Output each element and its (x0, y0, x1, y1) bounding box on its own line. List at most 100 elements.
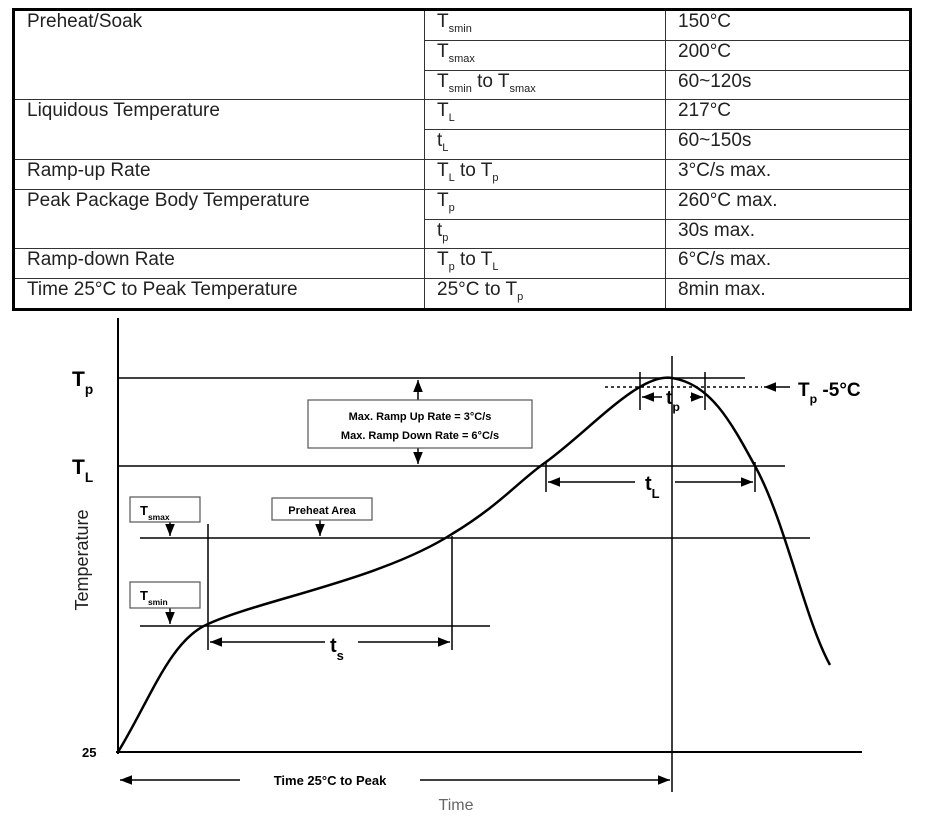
value-cell: 30s max. (665, 218, 911, 249)
value-cell: 60~150s (665, 129, 911, 160)
parameter-cell: Ramp-down Rate (13, 248, 425, 279)
subscript: smin (148, 597, 168, 607)
parameter-cell: Preheat/Soak (13, 8, 425, 100)
subscript: L (442, 141, 449, 154)
text-part: T (437, 11, 449, 32)
preheat-label: Preheat Area (288, 505, 356, 517)
subscript: p (448, 201, 455, 214)
table-row: Peak Package Body Temperature Tp 260°C max… (13, 188, 911, 249)
table-row: Time 25°C to Peak Temperature 25°C to Tp 8… (13, 278, 911, 310)
value-cell: 150°C (665, 9, 911, 41)
symbol-cell: Tp (424, 188, 666, 220)
text-part: T (437, 159, 449, 181)
text-part: to T (471, 70, 510, 92)
subscript: L (652, 486, 660, 501)
ramp-down-label: Max. Ramp Down Rate = 6°C/s (341, 430, 499, 442)
table-row: Tsmax 200°C (14, 39, 911, 71)
subscript: p (672, 400, 680, 414)
subscript: L (492, 261, 499, 274)
y-label-origin: 25 (82, 745, 96, 760)
text-part: to T (454, 159, 493, 181)
table-row: Tsmin to Tsmax 60~120s (14, 69, 911, 100)
parameter-cell: Peak Package Body Temperature (13, 188, 425, 249)
callout-boxes (129, 399, 533, 609)
ramp-up-label: Max. Ramp Up Rate = 3°C/s (349, 411, 492, 423)
symbol-cell: TL (424, 99, 666, 130)
arrows (120, 380, 790, 785)
symbol-cell: Tsmin (424, 9, 666, 41)
value-cell: 8min max. (665, 278, 911, 310)
value-cell: 60~120s (665, 69, 911, 100)
tl-label: tL (645, 473, 660, 501)
value-cell: 260°C max. (665, 188, 911, 220)
tsmax-label: Tsmax (140, 503, 170, 522)
text-part: T (72, 368, 85, 391)
parameter-cell: Ramp-up Rate (13, 158, 425, 190)
subscript: L (448, 112, 455, 125)
y-axis-label: Temperature (72, 509, 92, 610)
parameter-cell: Time 25°C to Peak Temperature (13, 278, 425, 310)
text-part: to T (454, 249, 493, 271)
subscript: p (517, 290, 524, 303)
text-part: T (437, 249, 449, 271)
tp-label: tp (666, 388, 680, 414)
ts-label: ts (330, 635, 344, 663)
subscript: s (337, 648, 344, 663)
text-part: t (330, 635, 337, 657)
subscript: smin (448, 22, 472, 35)
x-axis-label: Time (439, 797, 474, 814)
axes (116, 318, 862, 792)
text-part: T (140, 588, 148, 603)
spec-table: Preheat/Soak Tsmin 150°C Tsmax 200°C Tsmin to… (12, 8, 912, 311)
subscript: p (85, 382, 93, 397)
subscript: p (810, 392, 818, 406)
parameter-cell: Liquidous Temperature (13, 99, 425, 160)
text-part: T (72, 456, 85, 479)
symbol-cell: tp (424, 218, 666, 249)
symbol-cell: 25°C to Tp (424, 278, 666, 310)
y-label-tl: TL (72, 456, 93, 485)
symbol-cell: Tp to TL (424, 248, 666, 279)
text-part: T (437, 189, 449, 211)
value-cell: 217°C (665, 99, 911, 130)
subscript: L (85, 470, 93, 485)
table-row: Liquidous Temperature TL 217°C (13, 99, 911, 160)
tp-minus-label: Tp -5°C (798, 380, 861, 406)
symbol-cell: Tsmin to Tsmax (424, 69, 666, 100)
text-part: T (140, 503, 148, 518)
symbol-cell: tL (424, 129, 666, 160)
value-cell: 200°C (665, 39, 911, 71)
text-part: t (666, 388, 673, 409)
subscript: smax (148, 512, 170, 522)
text-part: 25°C to T (437, 279, 518, 301)
table-row: tp 30s max. (14, 218, 911, 249)
text-part: T (798, 380, 810, 401)
subscript: smax (509, 82, 536, 95)
text-part: T (437, 40, 449, 62)
symbol-cell: Tsmax (424, 39, 666, 71)
tsmin-label: Tsmin (140, 588, 168, 607)
subscript: p (442, 231, 449, 244)
text-part: t (437, 130, 443, 152)
y-label-tp: Tp (72, 368, 93, 397)
text-part: t (645, 473, 652, 495)
table-row: Ramp-down Rate Tp to TL 6°C/s max. (13, 248, 911, 279)
text-part: t (437, 219, 443, 241)
text-part: T (437, 100, 449, 122)
subscript: L (448, 171, 455, 184)
subscript: smax (448, 52, 475, 65)
profile-curve (116, 376, 832, 753)
subscript: p (492, 171, 499, 184)
value-cell: 3°C/s max. (665, 158, 911, 190)
value-cell: 6°C/s max. (665, 248, 911, 279)
text-part: T (437, 70, 449, 92)
subscript: p (448, 261, 455, 274)
time-to-peak-label: Time 25°C to Peak (274, 773, 387, 788)
symbol-cell: TL to Tp (424, 158, 666, 190)
subscript: smin (448, 82, 472, 95)
text-part: -5°C (817, 380, 861, 401)
table-row: Ramp-up Rate TL to Tp 3°C/s max. (13, 158, 911, 190)
table-row: tL 60~150s (14, 129, 911, 160)
